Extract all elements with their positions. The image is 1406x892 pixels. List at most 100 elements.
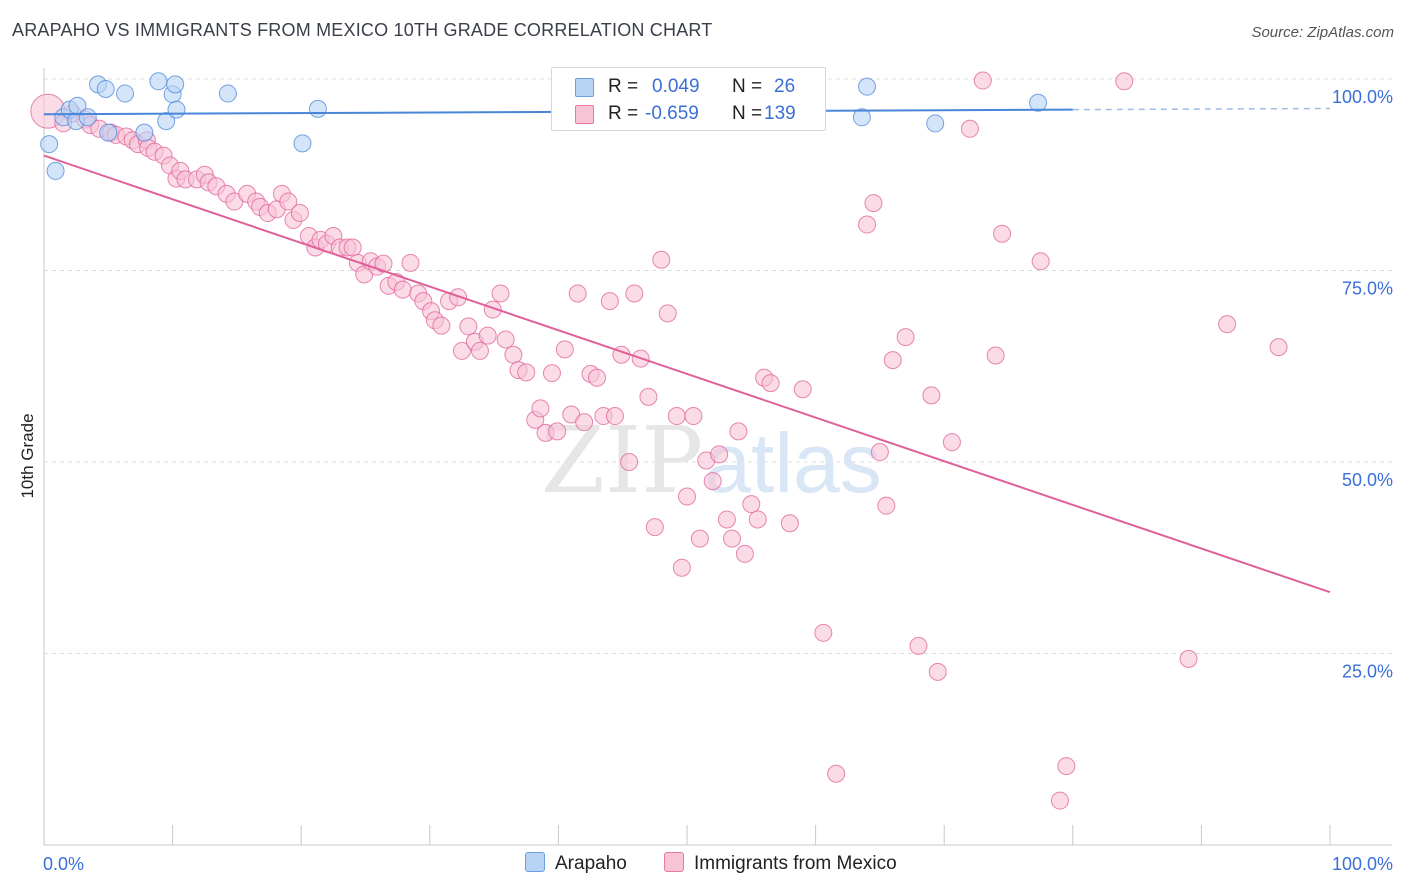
- series-mexico: [30, 71, 1288, 810]
- point-mexico: [587, 368, 606, 387]
- point-mexico: [401, 253, 420, 272]
- legend-swatch-arapaho: [575, 78, 594, 97]
- point-mexico: [864, 194, 883, 213]
- trend-line-mexico: [43, 154, 1331, 594]
- trend-line-arapaho-extension: [1072, 107, 1331, 111]
- point-mexico: [517, 363, 536, 382]
- point-mexico: [639, 387, 658, 406]
- point-mexico: [877, 496, 896, 515]
- x-tick-label-min: 0.0%: [43, 854, 84, 874]
- point-mexico: [761, 374, 780, 393]
- point-arapaho: [116, 84, 135, 103]
- point-mexico: [793, 380, 812, 399]
- point-mexico: [600, 292, 619, 311]
- point-mexico: [1057, 757, 1076, 776]
- point-mexico: [343, 238, 362, 257]
- point-arapaho: [149, 72, 168, 91]
- point-mexico: [625, 284, 644, 303]
- point-mexico: [858, 215, 877, 234]
- point-mexico: [483, 300, 502, 319]
- point-arapaho: [40, 135, 59, 154]
- series-arapaho: [40, 72, 1048, 180]
- point-mexico: [470, 341, 489, 360]
- tick-labels: 25.0% 50.0% 75.0% 100.0% 0.0% 100.0%: [43, 87, 1393, 874]
- bottom-legend-swatch-arapaho: [525, 852, 545, 872]
- point-mexico: [960, 119, 979, 138]
- point-mexico: [452, 341, 471, 360]
- point-mexico: [1179, 649, 1198, 668]
- point-mexico: [780, 514, 799, 533]
- point-mexico: [652, 250, 671, 269]
- point-arapaho: [293, 134, 312, 153]
- point-mexico: [710, 445, 729, 464]
- point-mexico: [393, 280, 412, 299]
- y-tick-label: 100.0%: [1332, 87, 1393, 107]
- point-mexico: [735, 544, 754, 563]
- point-mexico: [1050, 791, 1069, 810]
- point-mexico: [605, 407, 624, 426]
- point-mexico: [896, 328, 915, 347]
- legend-n-label: N =: [732, 76, 763, 97]
- point-mexico: [684, 407, 703, 426]
- point-mexico: [678, 487, 696, 506]
- point-mexico: [729, 422, 748, 441]
- legend-n-value-arapaho: 26: [774, 76, 796, 97]
- point-mexico: [717, 510, 736, 529]
- point-mexico: [667, 407, 686, 426]
- point-mexico: [575, 413, 594, 432]
- legend-r-value-arapaho: 0.049: [652, 76, 700, 97]
- bottom-legend-arapaho: Arapaho: [525, 852, 627, 875]
- legend-n-label: N =: [732, 103, 763, 124]
- bottom-legend-swatch-mexico: [664, 852, 684, 872]
- legend-r-label: R =: [608, 103, 639, 124]
- point-arapaho: [166, 75, 185, 94]
- point-mexico: [531, 399, 550, 418]
- trend-lines: [43, 107, 1331, 594]
- point-mexico: [504, 345, 523, 364]
- point-arapaho: [926, 114, 945, 133]
- chart-title: ARAPAHO VS IMMIGRANTS FROM MEXICO 10TH G…: [12, 20, 713, 40]
- point-mexico: [942, 433, 961, 452]
- point-mexico: [568, 284, 587, 303]
- point-mexico: [1031, 252, 1050, 271]
- point-mexico: [1218, 315, 1237, 334]
- point-mexico: [658, 304, 677, 323]
- point-arapaho: [308, 99, 327, 118]
- point-arapaho: [1029, 93, 1048, 112]
- point-mexico: [909, 636, 928, 655]
- point-mexico: [555, 340, 574, 359]
- point-mexico: [742, 495, 761, 514]
- point-mexico: [986, 346, 1005, 365]
- point-mexico: [548, 422, 567, 441]
- point-mexico: [279, 192, 298, 211]
- point-mexico: [491, 284, 510, 303]
- point-mexico: [645, 518, 664, 537]
- point-mexico: [1269, 338, 1288, 357]
- point-mexico: [827, 764, 846, 783]
- gridlines: [44, 78, 1392, 654]
- stats-legend: R = 0.049 N = 26 R = -0.659 N = 139: [551, 67, 826, 131]
- point-mexico: [672, 558, 691, 577]
- legend-swatch-mexico: [575, 105, 594, 124]
- point-arapaho: [78, 108, 97, 127]
- x-tick-label-max: 100.0%: [1332, 854, 1393, 874]
- point-mexico: [290, 204, 309, 223]
- legend-row-mexico: R = -0.659 N = 139: [552, 100, 825, 128]
- point-mexico: [993, 224, 1012, 243]
- point-mexico: [449, 288, 468, 307]
- point-mexico: [459, 317, 478, 336]
- point-mexico: [703, 472, 722, 491]
- point-mexico: [973, 71, 992, 90]
- point-mexico: [748, 510, 767, 529]
- point-arapaho: [218, 84, 237, 103]
- point-mexico: [723, 529, 742, 548]
- point-mexico: [432, 316, 451, 335]
- point-arapaho: [858, 77, 877, 96]
- point-mexico: [620, 453, 639, 471]
- point-arapaho: [852, 108, 871, 127]
- point-arapaho: [157, 112, 176, 131]
- point-arapaho: [135, 123, 154, 142]
- point-mexico: [1115, 72, 1134, 91]
- bottom-legend-label-mexico: Immigrants from Mexico: [694, 853, 897, 874]
